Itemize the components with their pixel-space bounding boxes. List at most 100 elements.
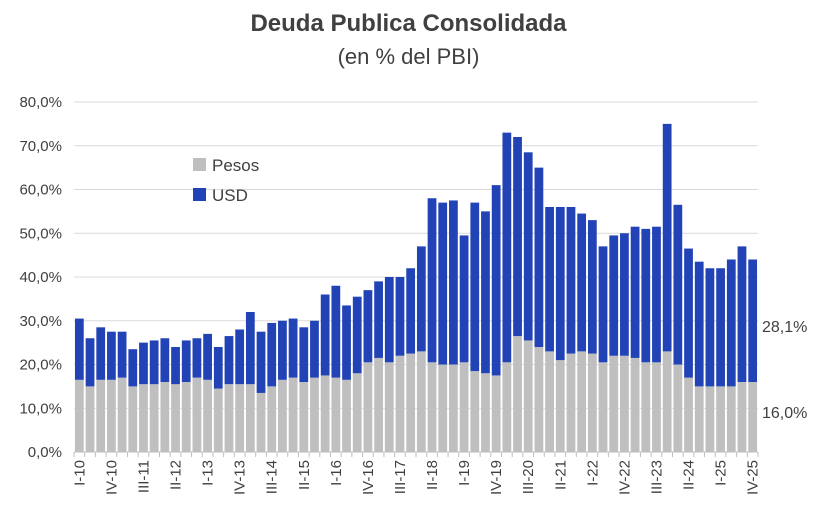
- x-tick-label: IV-22: [616, 460, 633, 495]
- bar-pesos-II-15: [299, 382, 309, 452]
- bar-pesos-I-20: [502, 362, 512, 452]
- bar-pesos-III-14: [267, 386, 277, 452]
- bar-usd-IV-13: [235, 329, 245, 385]
- bar-usd-I-23: [630, 226, 640, 358]
- bar-pesos-II-23: [641, 362, 651, 452]
- bar-pesos-IV-11: [149, 384, 159, 452]
- bar-pesos-I-21: [545, 351, 554, 452]
- bar-pesos-IV-12: [192, 377, 202, 452]
- x-tick-label: II-18: [424, 460, 441, 490]
- bar-usd-II-14: [256, 331, 266, 393]
- bar-usd-I-14: [245, 312, 255, 385]
- bar-pesos-I-14: [245, 384, 255, 452]
- bar-usd-IV-17: [406, 268, 416, 354]
- bar-usd-IV-24: [705, 268, 715, 387]
- bar-usd-III-21: [566, 207, 576, 354]
- bar-usd-I-24: [673, 204, 683, 365]
- chart-subtitle: (en % del PBI): [337, 44, 480, 69]
- bar-usd-III-16: [352, 296, 362, 374]
- y-tick-label: 50,0%: [19, 225, 62, 242]
- bar-usd-IV-16: [363, 290, 373, 363]
- x-tick-label: IV-10: [103, 460, 120, 495]
- bar-pesos-IV-17: [406, 353, 416, 452]
- x-tick-label: III-14: [264, 460, 281, 494]
- bar-usd-IV-14: [278, 320, 287, 380]
- y-tick-label: 60,0%: [19, 182, 62, 199]
- bar-pesos-II-14: [256, 392, 266, 452]
- bar-pesos-II-25: [726, 386, 736, 452]
- x-tick-label: III-11: [135, 460, 152, 493]
- bar-pesos-III-17: [395, 355, 405, 452]
- chart-title: Deuda Publica Consolidada: [250, 10, 567, 37]
- x-tick-label: I-16: [328, 460, 345, 486]
- bar-usd-II-23: [641, 228, 651, 363]
- annotation-usd-last: 28,1%: [762, 319, 807, 336]
- x-tick-label: IV-25: [745, 460, 762, 495]
- bar-usd-I-10: [74, 318, 84, 380]
- bar-usd-I-11: [117, 331, 127, 378]
- bar-usd-II-20: [513, 137, 522, 337]
- bar-usd-III-22: [609, 235, 619, 356]
- bar-pesos-III-15: [310, 377, 319, 452]
- x-tick-label: IV-13: [232, 460, 249, 495]
- legend-swatch-usd: [193, 188, 206, 201]
- bar-usd-III-24: [694, 261, 704, 387]
- bar-pesos-III-11: [139, 384, 148, 452]
- bar-pesos-III-12: [181, 382, 191, 452]
- bar-pesos-IV-15: [320, 375, 330, 452]
- bar-usd-I-20: [502, 132, 512, 363]
- bar-pesos-I-13: [203, 379, 212, 452]
- bar-pesos-IV-10: [107, 379, 116, 452]
- bar-usd-IV-10: [107, 331, 116, 380]
- bar-pesos-II-16: [342, 379, 351, 452]
- y-axis-ticks: 0,0% 10,0% 20,0% 30,0% 40,0% 50,0% 60,0% 70,0% 8…: [19, 94, 62, 461]
- x-tick-label: II-24: [681, 460, 698, 490]
- bar-pesos-II-18: [427, 362, 437, 452]
- legend-label-pesos: Pesos: [212, 156, 259, 175]
- bar-pesos-IV-23: [662, 351, 672, 452]
- bar-pesos-III-16: [352, 373, 362, 452]
- bar-usd-IV-21: [577, 213, 587, 352]
- bar-pesos-IV-13: [235, 384, 245, 452]
- x-tick-label: II-21: [552, 460, 569, 490]
- bar-pesos-II-24: [684, 377, 693, 452]
- bar-pesos-II-21: [555, 360, 565, 452]
- y-tick-label: 30,0%: [19, 313, 62, 330]
- bar-pesos-IV-14: [278, 379, 287, 452]
- x-tick-label: III-17: [392, 460, 409, 494]
- bar-pesos-IV-25: [748, 382, 758, 452]
- bar-usd-II-15: [299, 327, 309, 382]
- bar-pesos-III-10: [96, 379, 106, 452]
- bar-usd-II-16: [342, 305, 351, 380]
- y-tick-label: 10,0%: [19, 400, 62, 417]
- bar-pesos-I-22: [587, 353, 597, 452]
- bar-pesos-III-19: [481, 373, 490, 452]
- x-tick-label: I-22: [584, 460, 601, 486]
- bar-usd-I-19: [459, 235, 469, 363]
- bar-pesos-II-19: [470, 371, 480, 452]
- bar-pesos-II-11: [128, 386, 138, 452]
- bar-pesos-IV-20: [534, 347, 544, 452]
- y-tick-label: 70,0%: [19, 138, 62, 155]
- bar-usd-III-18: [438, 202, 448, 365]
- x-tick-label: I-10: [71, 460, 88, 486]
- bar-pesos-I-10: [74, 379, 84, 452]
- bar-usd-I-16: [331, 285, 341, 378]
- bar-usd-III-15: [310, 320, 319, 378]
- x-tick-label: I-25: [713, 460, 730, 486]
- bar-usd-II-18: [427, 198, 437, 363]
- bar-usd-IV-19: [491, 185, 501, 376]
- bar-usd-III-23: [652, 226, 661, 363]
- bar-usd-I-13: [203, 333, 212, 380]
- bar-pesos-III-23: [652, 362, 661, 452]
- bar-pesos-I-19: [459, 362, 469, 452]
- bar-pesos-III-24: [694, 386, 704, 452]
- bar-usd-IV-15: [320, 294, 330, 376]
- bar-pesos-II-22: [598, 362, 608, 452]
- bar-usd-II-10: [85, 338, 95, 387]
- bar-pesos-II-17: [384, 362, 394, 452]
- bar-usd-III-10: [96, 327, 106, 380]
- bar-usd-IV-12: [192, 338, 202, 378]
- bar-usd-III-14: [267, 322, 277, 387]
